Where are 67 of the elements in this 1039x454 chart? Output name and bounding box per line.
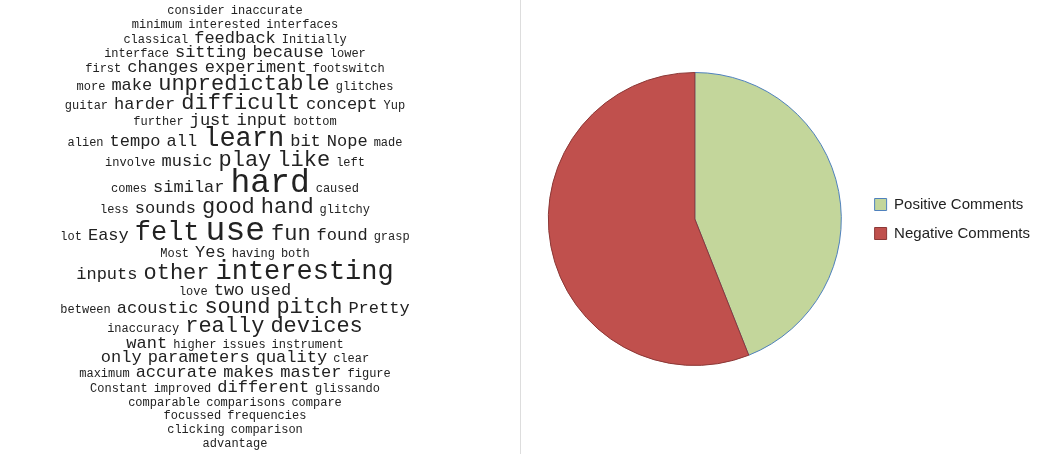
text: make bbox=[111, 75, 153, 95]
text: glissando bbox=[315, 381, 380, 396]
text: focussed bbox=[163, 409, 222, 424]
text: comes bbox=[111, 182, 148, 197]
text: interfaces bbox=[266, 17, 339, 32]
text: inaccuracy bbox=[107, 321, 180, 336]
text: between bbox=[60, 302, 111, 317]
text: further bbox=[133, 114, 184, 129]
text: comparisons bbox=[206, 395, 286, 410]
text: interested bbox=[188, 17, 261, 32]
text: compare bbox=[291, 395, 342, 410]
text: Easy bbox=[87, 225, 129, 245]
text: advantage bbox=[202, 436, 268, 451]
text: concept bbox=[306, 94, 378, 114]
text: harder bbox=[114, 94, 176, 114]
text: music bbox=[161, 151, 213, 171]
text: Yup bbox=[383, 98, 406, 113]
text: made bbox=[373, 136, 403, 151]
text: figure bbox=[347, 367, 391, 382]
text: comparable bbox=[128, 395, 201, 410]
text: clear bbox=[333, 352, 370, 367]
text: inaccurate bbox=[230, 4, 303, 18]
text: inputs bbox=[76, 264, 138, 284]
text: found bbox=[316, 225, 368, 245]
text: all bbox=[166, 132, 198, 152]
text: frequencies bbox=[227, 409, 307, 424]
text: grasp bbox=[373, 229, 410, 244]
text: tempo bbox=[109, 132, 161, 152]
text: sounds bbox=[134, 198, 196, 218]
text: Most bbox=[160, 247, 190, 262]
text: two bbox=[213, 281, 245, 301]
text: clicking bbox=[167, 423, 225, 438]
text: both bbox=[280, 247, 310, 262]
text: other bbox=[143, 260, 210, 286]
text: guitar bbox=[64, 98, 109, 113]
text: similar bbox=[153, 178, 225, 198]
text: fun bbox=[271, 221, 311, 247]
text: bottom bbox=[293, 114, 337, 129]
text: Nope bbox=[326, 132, 368, 152]
legend-label: Negative Comments bbox=[894, 223, 1030, 241]
text: glitchy bbox=[319, 202, 371, 217]
text: comparison bbox=[230, 423, 303, 438]
text: more bbox=[76, 79, 106, 94]
text: love bbox=[178, 285, 208, 300]
text: higher bbox=[173, 337, 217, 352]
text: only bbox=[100, 348, 142, 368]
text: lot bbox=[60, 229, 82, 244]
text: Constant bbox=[90, 381, 148, 396]
text: footswitch bbox=[312, 62, 385, 76]
text: input bbox=[236, 110, 288, 130]
text: Pretty bbox=[348, 298, 410, 318]
text: involve bbox=[105, 155, 156, 170]
text: maximum bbox=[79, 367, 130, 382]
text: issues bbox=[222, 337, 266, 352]
text: hand bbox=[260, 194, 314, 220]
text: consider bbox=[167, 4, 225, 18]
text: Initially bbox=[281, 32, 347, 47]
legend-label: Positive Comments bbox=[894, 194, 1024, 212]
text: glitches bbox=[335, 79, 394, 94]
text: improved bbox=[153, 381, 212, 396]
text: less bbox=[99, 202, 129, 217]
text: left bbox=[336, 155, 365, 170]
text: lower bbox=[329, 47, 366, 62]
text: alien bbox=[67, 136, 104, 151]
text: caused bbox=[315, 182, 359, 197]
text: minimum bbox=[131, 17, 183, 32]
text: first bbox=[85, 62, 122, 76]
